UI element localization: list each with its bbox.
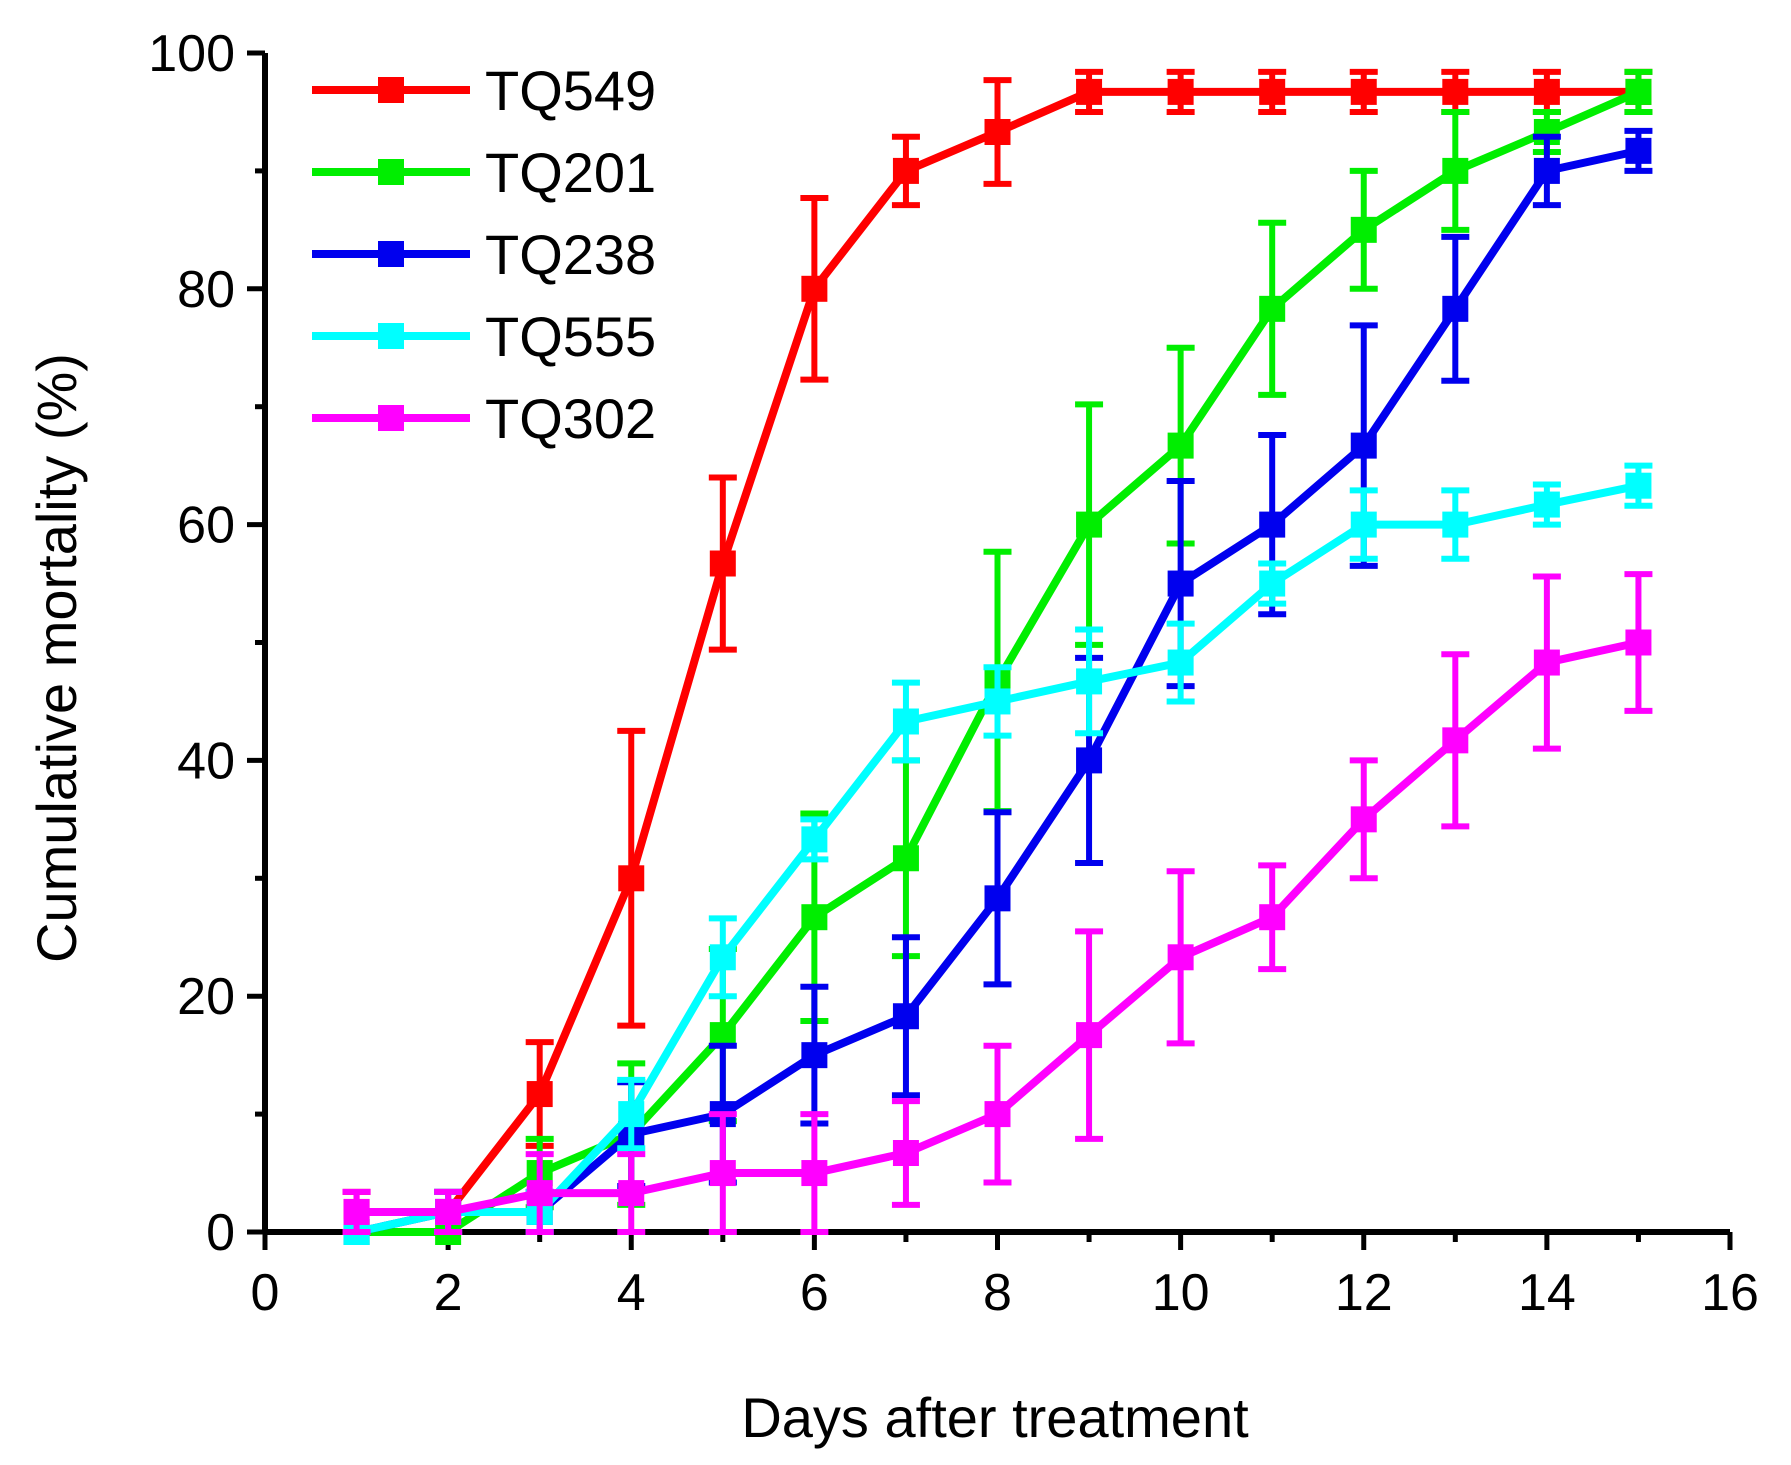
- x-tick-label: 10: [1152, 1264, 1210, 1322]
- data-point-tq549: [1442, 78, 1469, 105]
- data-point-tq549: [1167, 78, 1194, 105]
- series-layer: [342, 68, 1653, 1245]
- data-point-tq238: [1625, 137, 1652, 164]
- data-point-tq555: [1350, 511, 1377, 538]
- data-point-tq555: [1259, 570, 1286, 597]
- y-tick-label: 60: [177, 497, 235, 555]
- x-tick-label: 0: [251, 1264, 280, 1322]
- data-point-tq302: [1167, 944, 1194, 971]
- data-point-tq302: [1442, 727, 1469, 754]
- legend: TQ549 TQ201 TQ238 TQ555 TQ302: [312, 59, 656, 450]
- data-point-tq302: [801, 1160, 828, 1187]
- data-point-tq238: [1533, 157, 1560, 184]
- legend-item-tq555: TQ555: [312, 305, 656, 368]
- data-point-tq238: [1167, 570, 1194, 597]
- data-point-tq555: [1625, 472, 1652, 499]
- legend-item-tq302: TQ302: [312, 387, 656, 450]
- data-point-tq302: [1533, 649, 1560, 676]
- data-point-tq302: [709, 1160, 736, 1187]
- legend-label-tq549: TQ549: [485, 59, 656, 122]
- data-point-tq549: [801, 275, 828, 302]
- data-point-tq201: [1076, 511, 1103, 538]
- data-point-tq555: [1442, 511, 1469, 538]
- data-point-tq302: [984, 1101, 1011, 1128]
- x-axis: 0 2 4 6 8 10 12 14 16: [251, 1229, 1759, 1322]
- data-point-tq302: [1076, 1022, 1103, 1049]
- data-point-tq555: [709, 944, 736, 971]
- y-tick-label: 100: [148, 25, 235, 83]
- data-point-tq549: [526, 1081, 553, 1108]
- data-point-tq549: [892, 157, 919, 184]
- data-point-tq549: [709, 550, 736, 577]
- x-tick-label: 8: [983, 1264, 1012, 1322]
- legend-label-tq302: TQ302: [485, 387, 656, 450]
- legend-label-tq201: TQ201: [485, 141, 656, 204]
- y-tick-label: 80: [177, 261, 235, 319]
- legend-marker-tq549: [378, 77, 404, 103]
- data-point-tq238: [892, 1003, 919, 1030]
- data-point-tq302: [892, 1140, 919, 1167]
- x-tick-label: 4: [617, 1264, 646, 1322]
- data-point-tq238: [1259, 511, 1286, 538]
- x-tick-label: 14: [1518, 1264, 1576, 1322]
- y-tick-label: 20: [177, 968, 235, 1026]
- legend-marker-tq201: [378, 159, 404, 185]
- data-point-tq555: [1167, 649, 1194, 676]
- y-tick-label: 0: [206, 1204, 235, 1262]
- x-tick-label: 16: [1701, 1264, 1759, 1322]
- y-axis: 0 20 40 60 80 100: [148, 25, 268, 1262]
- data-point-tq238: [984, 885, 1011, 912]
- data-point-tq238: [1442, 295, 1469, 322]
- data-point-tq201: [801, 904, 828, 931]
- y-tick-label: 40: [177, 732, 235, 790]
- data-point-tq201: [892, 845, 919, 872]
- x-tick-label: 12: [1335, 1264, 1393, 1322]
- x-tick-label: 2: [434, 1264, 463, 1322]
- data-point-tq549: [1533, 78, 1560, 105]
- data-point-tq201: [1350, 216, 1377, 243]
- data-point-tq555: [618, 1101, 645, 1128]
- series-tq302: [342, 571, 1653, 1235]
- data-point-tq201: [1442, 157, 1469, 184]
- data-point-tq201: [1625, 78, 1652, 105]
- data-point-tq238: [801, 1042, 828, 1069]
- data-point-tq302: [343, 1198, 370, 1225]
- data-point-tq302: [618, 1180, 645, 1207]
- legend-label-tq555: TQ555: [485, 305, 656, 368]
- data-point-tq549: [618, 865, 645, 892]
- data-point-tq549: [1076, 78, 1103, 105]
- x-axis-title: Days after treatment: [741, 1386, 1249, 1449]
- data-point-tq201: [1259, 295, 1286, 322]
- data-point-tq302: [1259, 904, 1286, 931]
- legend-marker-tq555: [378, 323, 404, 349]
- data-point-tq549: [1259, 78, 1286, 105]
- data-point-tq302: [435, 1198, 462, 1225]
- data-point-tq238: [1350, 432, 1377, 459]
- data-point-tq302: [1625, 629, 1652, 656]
- data-point-tq555: [1076, 668, 1103, 695]
- data-point-tq201: [1167, 432, 1194, 459]
- data-point-tq302: [1350, 806, 1377, 833]
- data-point-tq555: [801, 826, 828, 853]
- legend-marker-tq238: [378, 241, 404, 267]
- legend-item-tq549: TQ549: [312, 59, 656, 122]
- data-point-tq238: [1076, 747, 1103, 774]
- legend-item-tq238: TQ238: [312, 223, 656, 286]
- y-axis-title: Cumulative mortality (%): [25, 353, 88, 963]
- legend-marker-tq302: [378, 405, 404, 431]
- x-tick-label: 6: [800, 1264, 829, 1322]
- data-point-tq555: [1533, 491, 1560, 518]
- data-point-tq302: [526, 1180, 553, 1207]
- data-point-tq555: [892, 708, 919, 735]
- legend-item-tq201: TQ201: [312, 141, 656, 204]
- legend-label-tq238: TQ238: [485, 223, 656, 286]
- data-point-tq555: [984, 688, 1011, 715]
- data-point-tq549: [984, 118, 1011, 145]
- data-point-tq549: [1350, 78, 1377, 105]
